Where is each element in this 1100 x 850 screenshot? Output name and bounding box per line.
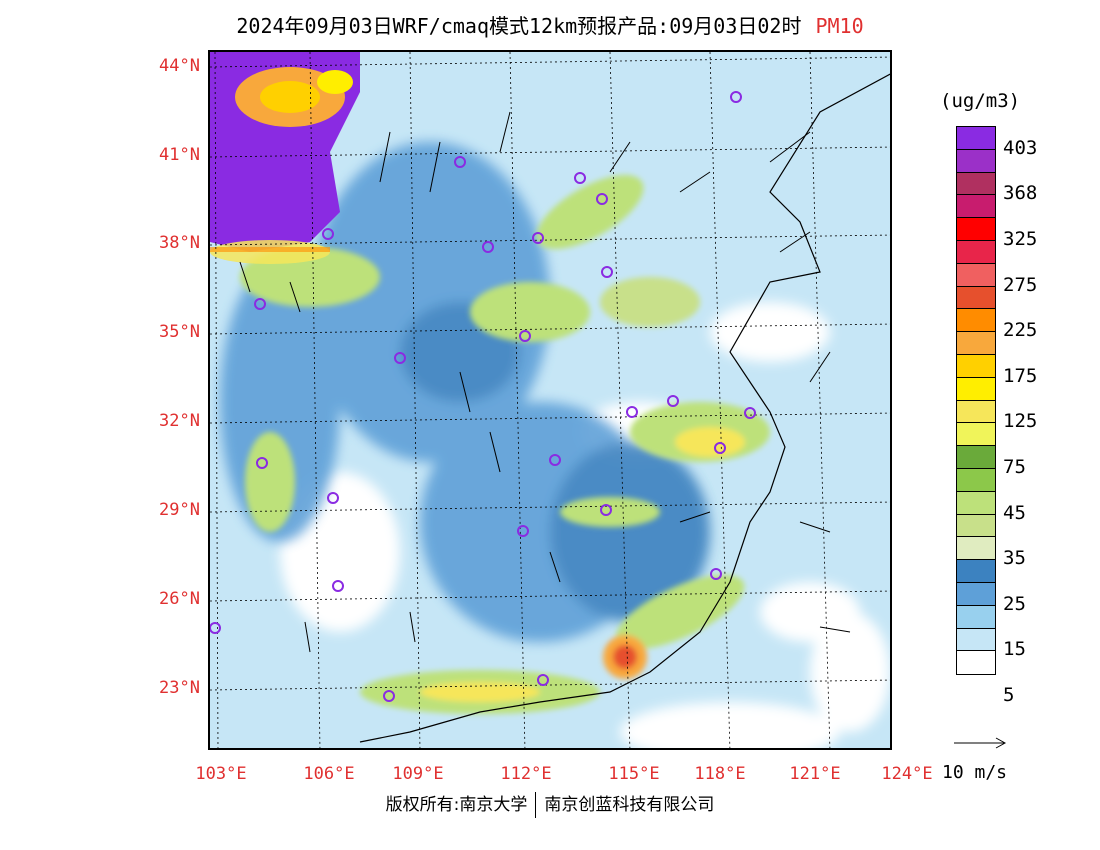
footer-separator xyxy=(535,792,537,818)
wind-vectors xyxy=(239,111,851,653)
colorbar-swatch xyxy=(957,651,995,675)
colorbar-swatch xyxy=(957,537,995,561)
colorbar-label: 368 xyxy=(1003,182,1038,205)
lon-label: 124°E xyxy=(881,764,933,784)
lat-label: 32°N xyxy=(159,411,200,431)
lon-label: 103°E xyxy=(195,764,247,784)
title-text: 2024年09月03日WRF/cmaq模式12km预报产品:09月03日02时 xyxy=(236,14,802,38)
colorbar-swatch xyxy=(957,423,995,447)
lat-label: 29°N xyxy=(159,500,200,520)
colorbar-label: 175 xyxy=(1003,364,1038,387)
lon-label: 121°E xyxy=(789,764,841,784)
colorbar-swatch xyxy=(957,286,995,310)
colorbar-label: 225 xyxy=(1003,319,1038,342)
colorbar-label: 15 xyxy=(1003,638,1026,661)
wind-key-label: 10 m/s xyxy=(942,762,1008,783)
colorbar-swatch xyxy=(957,240,995,264)
lon-label: 118°E xyxy=(694,764,746,784)
colorbar-swatch xyxy=(957,605,995,629)
colorbar-label: 275 xyxy=(1003,273,1038,296)
colorbar-swatch xyxy=(957,628,995,652)
coastline xyxy=(359,73,890,743)
graticule xyxy=(210,52,890,748)
forecast-map xyxy=(208,50,892,750)
colorbar-swatch xyxy=(957,468,995,492)
lat-label: 26°N xyxy=(159,589,200,609)
colorbar-swatch xyxy=(957,332,995,355)
colorbar-label: 403 xyxy=(1003,136,1038,159)
colorbar-swatch xyxy=(957,354,995,378)
lon-label: 106°E xyxy=(303,764,355,784)
elevated-concentration-areas xyxy=(240,175,770,714)
lat-label: 23°N xyxy=(159,678,200,698)
station-markers xyxy=(210,91,756,702)
colorbar-swatch xyxy=(957,514,995,538)
lon-label: 115°E xyxy=(608,764,660,784)
colorbar-swatch xyxy=(957,149,995,173)
colorbar-swatch xyxy=(957,218,995,241)
pollutant-label: PM10 xyxy=(815,14,864,38)
colorbar-label: 25 xyxy=(1003,592,1026,615)
colorbar-label: 125 xyxy=(1003,410,1038,433)
colorbar-swatch xyxy=(957,582,995,606)
colorbar-swatch xyxy=(957,491,995,515)
lat-label: 44°N xyxy=(159,56,200,76)
map-title: 2024年09月03日WRF/cmaq模式12km预报产品:09月03日02时 P… xyxy=(0,10,1100,39)
copyright-right: 南京创蓝科技有限公司 xyxy=(544,795,715,815)
colorbar-swatch xyxy=(957,263,995,287)
high-concentration-plume xyxy=(210,52,360,264)
colorbar-label: 75 xyxy=(1003,456,1026,478)
colorbar-swatch xyxy=(957,172,995,196)
colorbar-label: 35 xyxy=(1003,547,1026,570)
wind-key-arrow xyxy=(954,737,1007,749)
colorbar-swatch xyxy=(957,127,995,150)
colorbar-label: 5 xyxy=(1003,684,1015,706)
colorbar-swatch xyxy=(957,400,995,424)
colorbar-swatch xyxy=(957,309,995,333)
lat-label: 35°N xyxy=(159,322,200,342)
colorbar-swatch xyxy=(957,195,995,219)
copyright-left: 版权所有:南京大学 xyxy=(385,795,528,815)
lon-label: 112°E xyxy=(500,764,552,784)
lat-label: 38°N xyxy=(159,233,200,253)
colorbar-label: 325 xyxy=(1003,228,1038,250)
colorbar-swatch xyxy=(957,560,995,583)
map-canvas xyxy=(210,52,890,748)
lat-label: 41°N xyxy=(159,145,200,165)
copyright-footer: 版权所有:南京大学 南京创蓝科技有限公司 xyxy=(0,790,1100,818)
colorbar-swatch xyxy=(957,446,995,469)
lon-label: 109°E xyxy=(392,764,444,784)
colorbar-units: (ug/m3) xyxy=(940,90,1021,112)
colorbar xyxy=(956,126,996,676)
colorbar-label: 45 xyxy=(1003,501,1026,524)
colorbar-swatch xyxy=(957,377,995,401)
